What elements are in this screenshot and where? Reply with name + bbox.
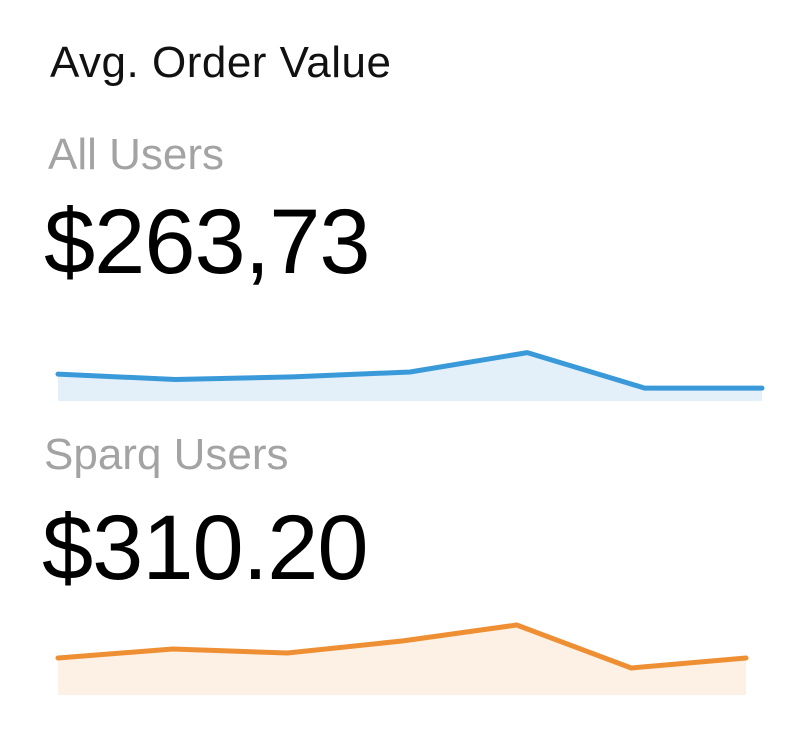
all-users-value: $263,73 (44, 191, 371, 293)
sparq-users-label: Sparq Users (44, 430, 289, 479)
sparkline-line (55, 622, 749, 671)
all-users-sparkline (55, 350, 765, 401)
sparkline-area (58, 352, 762, 401)
sparq-users-value: $310.20 (42, 497, 369, 599)
all-users-label: All Users (48, 130, 225, 179)
sparkline-line (55, 350, 765, 391)
sparq-users-sparkline (55, 622, 749, 695)
sparkline-area (58, 625, 746, 695)
card-title: Avg. Order Value (50, 38, 392, 87)
